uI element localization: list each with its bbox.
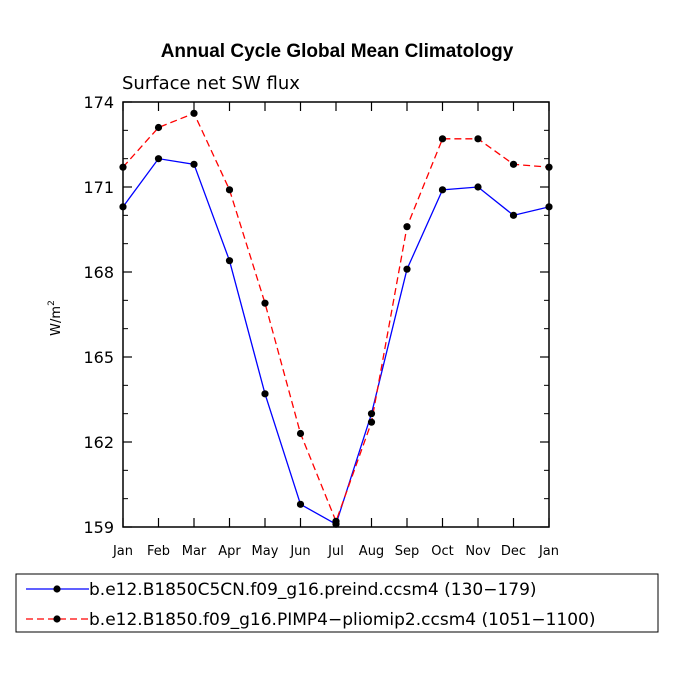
x-tick-label: Jan	[538, 544, 559, 559]
data-point-series-2	[438, 135, 447, 143]
x-tick-label: Aug	[359, 544, 384, 559]
y-axis-label: W/m2	[47, 300, 64, 336]
x-tick-label: Feb	[147, 544, 170, 559]
svg-text:W/m2: W/m2	[47, 300, 64, 336]
y-tick-label: 165	[83, 348, 114, 367]
x-tick-label: Dec	[501, 544, 526, 559]
data-point-series-1	[261, 390, 269, 398]
y-tick-labels: 159 162 165 168 171 174	[83, 93, 114, 537]
legend: b.e12.B1850C5CN.f09_g16.preind.ccsm4 (13…	[15, 573, 659, 633]
x-tick-label: Jan	[112, 544, 133, 559]
x-tick-label: Jun	[289, 544, 310, 559]
data-point-series-2	[225, 186, 234, 194]
data-point-series-1	[474, 183, 482, 191]
x-tick-labels: Jan Feb Mar Apr May Jun Jul Aug Sep Oct Nov Dec Jan	[112, 544, 559, 559]
axis-ticks	[122, 101, 550, 528]
x-tick-label: Oct	[431, 544, 453, 559]
y-tick-label: 159	[83, 518, 114, 537]
series-layer	[119, 109, 553, 528]
chart-title: Annual Cycle Global Mean Climatology	[161, 41, 514, 62]
data-point-series-2	[332, 517, 340, 525]
x-tick-label: Nov	[465, 544, 491, 559]
x-tick-label: Apr	[218, 544, 241, 559]
data-point-series-1	[154, 155, 163, 163]
legend-marker-series-1	[53, 585, 61, 593]
x-tick-label: Sep	[395, 544, 420, 559]
x-tick-label: May	[252, 544, 279, 559]
data-point-series-2	[190, 109, 198, 117]
legend-box	[15, 573, 659, 633]
y-axis-label-text: W/m	[49, 306, 64, 336]
data-point-series-1	[225, 257, 234, 265]
data-point-series-2	[261, 299, 269, 307]
chart-subtitle: Surface net SW flux	[122, 73, 300, 94]
plot-frame	[122, 101, 550, 528]
data-point-series-1	[438, 186, 447, 194]
data-point-series-1	[190, 160, 198, 168]
series-line-1	[122, 157, 550, 526]
legend-marker-series-2	[53, 615, 61, 623]
legend-label-series-1: b.e12.B1850C5CN.f09_g16.preind.ccsm4 (13…	[89, 580, 537, 600]
data-point-series-2	[296, 429, 305, 438]
x-tick-label: Mar	[182, 544, 207, 559]
data-point-series-2	[403, 223, 411, 231]
y-axis-label-superscript: 2	[47, 300, 57, 306]
legend-label-series-2: b.e12.B1850.f09_g16.PIMP4−pliomip2.ccsm4…	[89, 610, 596, 630]
series-line-2	[122, 112, 550, 524]
data-point-series-2	[367, 418, 376, 426]
data-point-series-1	[367, 410, 376, 418]
x-tick-label: Jul	[327, 544, 344, 559]
y-tick-label: 168	[83, 263, 114, 282]
data-point-series-2	[474, 135, 482, 143]
y-tick-label: 174	[83, 93, 114, 112]
data-point-series-1	[296, 500, 305, 508]
data-point-series-1	[403, 265, 411, 273]
data-point-series-2	[509, 160, 518, 168]
data-point-series-1	[509, 211, 518, 219]
y-tick-label: 171	[83, 178, 114, 197]
y-tick-label: 162	[83, 433, 114, 452]
data-point-series-2	[154, 123, 163, 132]
